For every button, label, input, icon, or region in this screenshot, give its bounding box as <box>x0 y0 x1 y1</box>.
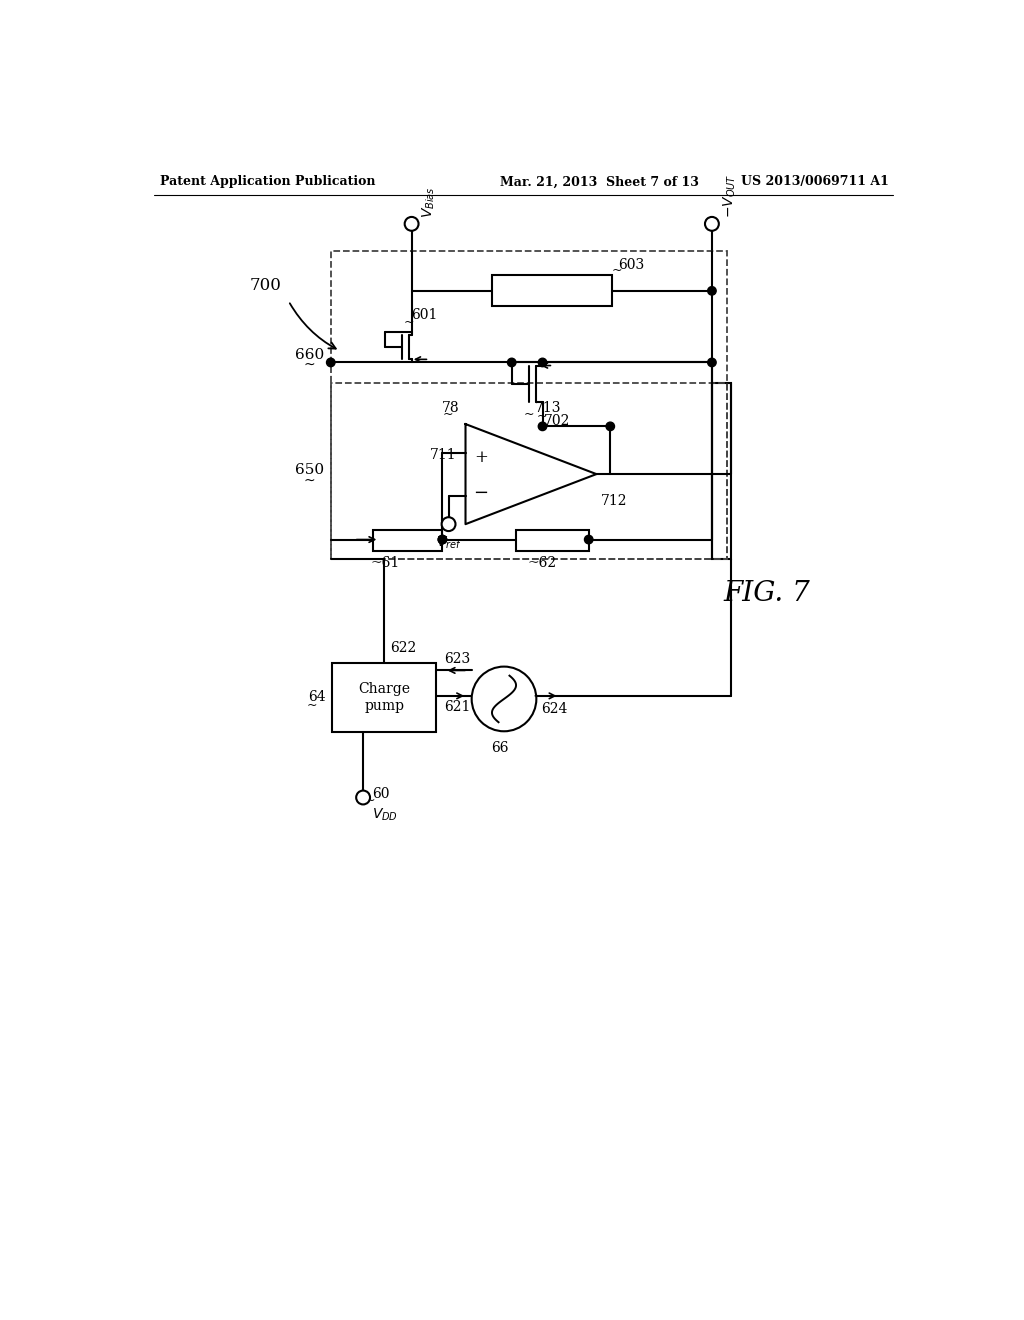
Text: 601: 601 <box>412 309 438 322</box>
Bar <box>515 529 589 552</box>
Circle shape <box>708 358 716 367</box>
Circle shape <box>585 536 593 544</box>
Bar <box>331 251 727 558</box>
Text: 623: 623 <box>444 652 470 665</box>
Text: 622: 622 <box>390 642 417 655</box>
Text: 660: 660 <box>295 347 325 362</box>
Circle shape <box>356 791 370 804</box>
Text: US 2013/0069711 A1: US 2013/0069711 A1 <box>741 176 889 189</box>
Circle shape <box>606 422 614 430</box>
Bar <box>373 529 442 552</box>
Bar <box>493 276 611 306</box>
Bar <box>712 383 731 558</box>
Text: 621: 621 <box>444 701 470 714</box>
Bar <box>333 663 436 733</box>
Text: 650: 650 <box>296 463 325 478</box>
Text: Mar. 21, 2013  Sheet 7 of 13: Mar. 21, 2013 Sheet 7 of 13 <box>500 176 699 189</box>
Text: ~61: ~61 <box>370 556 399 570</box>
Text: 603: 603 <box>617 257 644 272</box>
Text: 700: 700 <box>250 277 282 294</box>
Text: ~62: ~62 <box>527 556 556 570</box>
Text: ~: ~ <box>611 264 623 277</box>
Bar <box>331 383 727 558</box>
Text: Charge
pump: Charge pump <box>358 682 411 713</box>
Circle shape <box>441 517 456 531</box>
Text: 624: 624 <box>541 702 567 715</box>
Text: ~: ~ <box>304 358 315 372</box>
Text: ~: ~ <box>523 408 534 421</box>
Text: ~: ~ <box>306 698 316 711</box>
Circle shape <box>705 216 719 231</box>
Text: ~: ~ <box>365 795 375 807</box>
Circle shape <box>539 422 547 430</box>
Circle shape <box>438 536 446 544</box>
Text: 60: 60 <box>373 788 390 801</box>
Circle shape <box>508 358 516 367</box>
Text: $V_{Bias}$: $V_{Bias}$ <box>421 186 437 218</box>
Text: 712: 712 <box>601 494 628 508</box>
Text: Patent Application Publication: Patent Application Publication <box>160 176 376 189</box>
Text: FIG. 7: FIG. 7 <box>724 579 810 607</box>
Text: ~: ~ <box>537 409 547 422</box>
Text: −: − <box>473 484 488 503</box>
Text: $-V_{OUT}$: $-V_{OUT}$ <box>721 173 737 218</box>
Text: $V_{ref}$: $V_{ref}$ <box>435 535 462 552</box>
Text: 78: 78 <box>441 401 460 414</box>
Text: 702: 702 <box>544 414 570 428</box>
Text: ~: ~ <box>304 474 315 487</box>
Circle shape <box>539 358 547 367</box>
Circle shape <box>438 536 446 544</box>
Text: 64: 64 <box>308 690 326 705</box>
Circle shape <box>472 667 537 731</box>
Text: +: + <box>474 449 487 466</box>
Text: ~: ~ <box>403 315 415 329</box>
Text: 66: 66 <box>492 741 509 755</box>
Circle shape <box>404 216 419 231</box>
Text: 713: 713 <box>535 401 561 414</box>
Circle shape <box>327 358 335 367</box>
Text: ~: ~ <box>442 408 454 421</box>
Text: 711: 711 <box>430 447 457 462</box>
Text: $V_{DD}$: $V_{DD}$ <box>373 807 398 824</box>
Circle shape <box>708 286 716 296</box>
